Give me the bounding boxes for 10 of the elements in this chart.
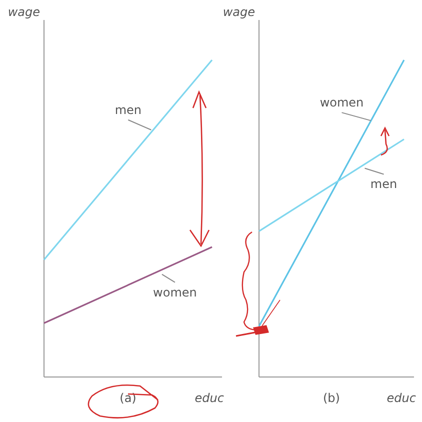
series-label: men <box>114 102 142 117</box>
x-axis-title: educ <box>194 391 224 405</box>
series-label: women <box>153 285 197 300</box>
x-axis-title: educ <box>386 391 416 405</box>
series-label: women <box>320 96 364 110</box>
y-axis-title: wage <box>222 5 255 19</box>
series-label: men <box>370 177 398 192</box>
y-axis-title: wage <box>8 5 40 19</box>
text: (a) <box>120 391 136 405</box>
text: (b) <box>323 391 340 405</box>
